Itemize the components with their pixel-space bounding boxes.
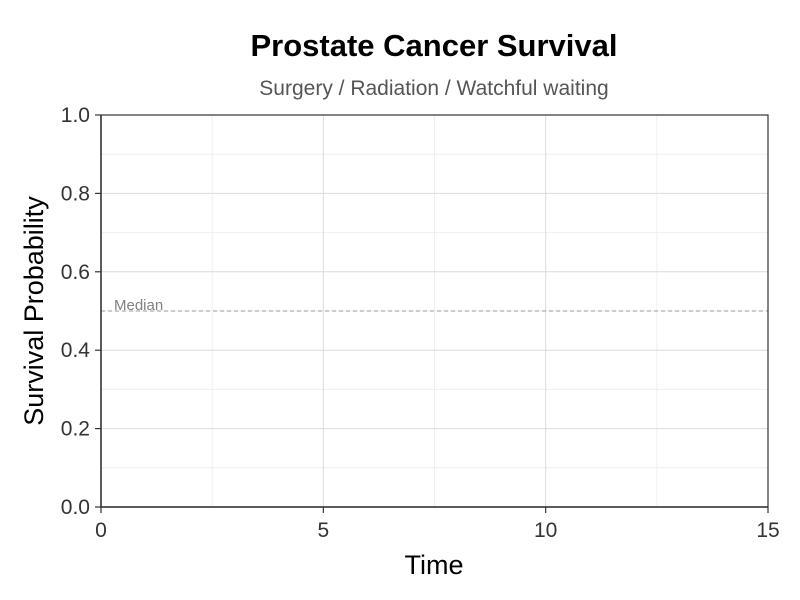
y-axis: 0.0 0.2 0.4 0.6 0.8 1.0 — [61, 104, 102, 519]
y-tick-label: 1.0 — [61, 104, 90, 127]
x-axis: 0 5 10 15 — [95, 506, 780, 542]
chart-title: Prostate Cancer Survival — [250, 28, 617, 63]
y-axis-title: Survival Probability — [19, 196, 49, 426]
y-tick-label: 0.2 — [61, 418, 90, 441]
chart-subtitle: Surgery / Radiation / Watchful waiting — [259, 77, 608, 100]
y-tick-label: 0.4 — [61, 339, 91, 362]
y-tick-label: 0.8 — [61, 182, 90, 205]
y-tick-label: 0.6 — [61, 261, 90, 284]
minor-gridlines — [101, 115, 768, 507]
x-tick-label: 10 — [534, 519, 557, 542]
x-tick-label: 5 — [317, 519, 329, 542]
x-tick-label: 15 — [756, 519, 779, 542]
median-reference: Median — [101, 297, 768, 314]
y-tick-label: 0.0 — [61, 496, 90, 519]
x-tick-label: 0 — [95, 519, 107, 542]
x-axis-title: Time — [405, 550, 464, 580]
median-label: Median — [114, 297, 163, 314]
